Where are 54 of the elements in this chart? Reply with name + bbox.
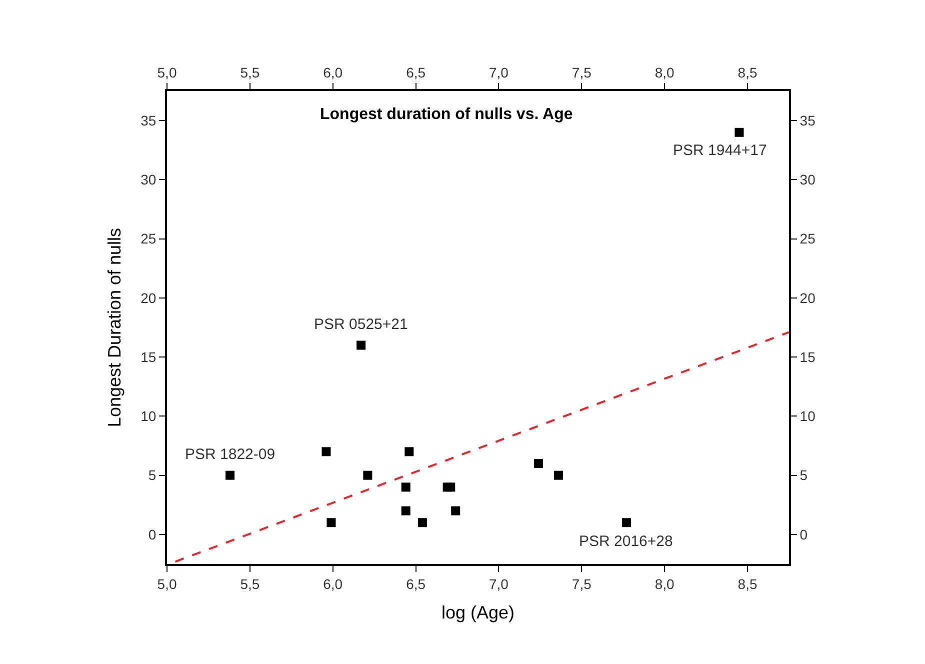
point [554,470,563,480]
y2-tick-label: 5 [800,467,808,484]
annotation: PSR 1944+17 [673,142,767,159]
y-tick-label: 35 [140,112,156,128]
x2-tick-label: 7,0 [488,576,509,592]
y-tick-label: 20 [140,290,156,306]
y2-tick-label: 0 [800,526,808,542]
y2-tick-label: 20 [800,290,816,306]
x-tick-label: 5,0 [157,64,177,80]
y-tick-label: 5 [148,467,156,484]
x-tick-label: 8,0 [654,64,675,80]
point [322,447,331,456]
point [451,506,460,516]
x-tick-label: 5,5 [240,64,260,80]
x2-tick-label: 6,0 [323,576,343,592]
point [534,458,544,468]
x2-tick-label: 8,0 [654,576,675,592]
point [446,482,456,492]
y2-tick-label: 10 [800,408,816,424]
point [622,518,631,528]
y-tick-label: 25 [140,230,156,247]
y-axis-title: Longest Duration of nulls [104,228,124,428]
y-tick-label: 15 [140,348,156,365]
y2-tick-label: 30 [800,172,816,188]
x2-tick-label: 8,5 [738,576,758,592]
point [401,482,410,492]
y-tick-label: 0 [148,526,156,542]
annotation: PSR 2016+28 [579,533,673,550]
annotation: PSR 1822-09 [185,446,276,463]
point [356,340,366,350]
text: Longest duration of nulls vs. Age [320,106,573,123]
x-tick-label: 6,5 [406,64,426,80]
point [734,128,744,137]
y-tick-label: 10 [140,408,156,424]
x-tick-label: 7,5 [572,64,592,80]
point [326,518,336,528]
y2-tick-label: 15 [800,348,816,365]
x-tick-label: 7,0 [488,64,509,80]
x-tick-label: 6,0 [323,64,343,80]
x2-tick-label: 5,0 [157,576,177,592]
point [363,470,372,480]
x2-tick-label: 6,5 [406,576,426,592]
y2-tick-label: 35 [800,112,816,128]
x2-tick-label: 5,5 [240,576,260,592]
x-axis-title: log (Age) [441,602,515,622]
point [401,506,410,516]
y2-tick-label: 25 [800,230,816,247]
point [418,518,427,528]
x-tick-label: 8,5 [738,64,758,80]
x2-tick-label: 7,5 [572,576,592,592]
y-tick-label: 30 [140,172,156,188]
annotation: PSR 0525+21 [314,316,408,333]
point [404,447,414,456]
point [226,470,235,480]
